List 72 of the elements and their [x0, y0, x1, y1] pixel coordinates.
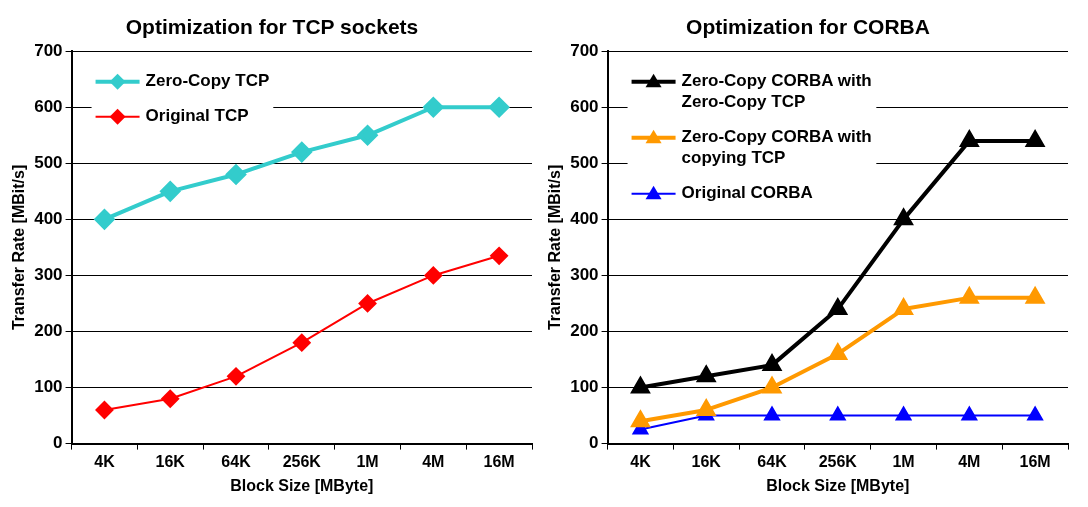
point — [423, 97, 444, 118]
y-tick-label: 600 — [570, 96, 599, 116]
y-tick-label: 500 — [34, 153, 63, 172]
point — [961, 406, 978, 421]
point — [829, 406, 846, 421]
point — [959, 285, 980, 304]
point — [358, 294, 377, 313]
point — [894, 209, 913, 226]
y-tick-label: 300 — [570, 265, 599, 285]
point — [1027, 406, 1044, 421]
y-axis-title: Transfer Rate [MBit/s] — [546, 164, 564, 331]
x-tick-label: 64K — [221, 452, 252, 470]
x-tick-label: 256K — [282, 452, 322, 470]
chart-title: Optimization for TCP sockets — [125, 15, 419, 39]
point — [697, 366, 716, 383]
y-tick-label: 0 — [53, 433, 63, 453]
point — [292, 333, 311, 352]
x-tick-label: 16K — [155, 452, 186, 470]
point — [160, 181, 181, 202]
x-axis-title: Block Size [MByte] — [766, 476, 910, 494]
point — [763, 355, 781, 372]
y-tick-label: 600 — [34, 96, 63, 116]
point — [1026, 130, 1045, 147]
point — [424, 266, 443, 285]
point — [630, 375, 651, 394]
x-axis-title: Block Size [MByte] — [230, 476, 374, 494]
y-tick-label: 700 — [34, 40, 63, 60]
x-tick-label: 4M — [422, 452, 445, 470]
x-tick-label: 4M — [958, 452, 981, 470]
y-tick-label: 500 — [570, 153, 599, 172]
x-tick-label: 1M — [892, 452, 915, 470]
point — [490, 246, 509, 265]
x-tick-label: 1M — [356, 452, 379, 470]
point — [95, 400, 114, 419]
point — [357, 125, 378, 146]
y-axis-title: Transfer Rate [MBit/s] — [10, 164, 28, 331]
point — [828, 343, 847, 360]
point — [894, 299, 913, 316]
legend-label: Original TCP — [145, 106, 249, 126]
point — [226, 164, 247, 185]
point — [895, 406, 912, 421]
legend-label: Zero-Copy CORBA with copying TCP — [681, 127, 872, 168]
y-tick-label: 100 — [570, 377, 599, 397]
y-tick-label: 300 — [34, 265, 63, 285]
x-tick-label: 4K — [630, 452, 652, 470]
y-tick-label: 100 — [34, 377, 63, 397]
y-tick-label: 200 — [570, 321, 599, 341]
point — [764, 406, 780, 421]
point — [94, 209, 115, 230]
point — [828, 299, 847, 316]
chart-title: Optimization for CORBA — [686, 15, 930, 39]
legend-label: Zero-Copy CORBA with Zero-Copy TCP — [681, 71, 872, 112]
x-tick-label: 256K — [818, 452, 858, 470]
x-tick-label: 16M — [1019, 452, 1051, 470]
y-tick-label: 400 — [570, 209, 599, 229]
point — [227, 367, 246, 386]
y-tick-label: 700 — [570, 40, 599, 60]
y-tick-label: 0 — [589, 433, 599, 453]
legend-label: Zero-Copy TCP — [145, 71, 270, 91]
y-tick-label: 400 — [34, 209, 63, 229]
x-tick-label: 64K — [757, 452, 788, 470]
point — [161, 389, 180, 408]
point — [291, 142, 312, 163]
x-tick-label: 16K — [691, 452, 722, 470]
point — [960, 130, 979, 147]
point — [697, 399, 716, 416]
x-tick-label: 4K — [94, 452, 116, 470]
point — [489, 97, 510, 118]
legend-label: Original CORBA — [681, 183, 813, 203]
y-tick-label: 200 — [34, 321, 63, 341]
x-tick-label: 16M — [483, 452, 515, 470]
point — [631, 411, 650, 428]
